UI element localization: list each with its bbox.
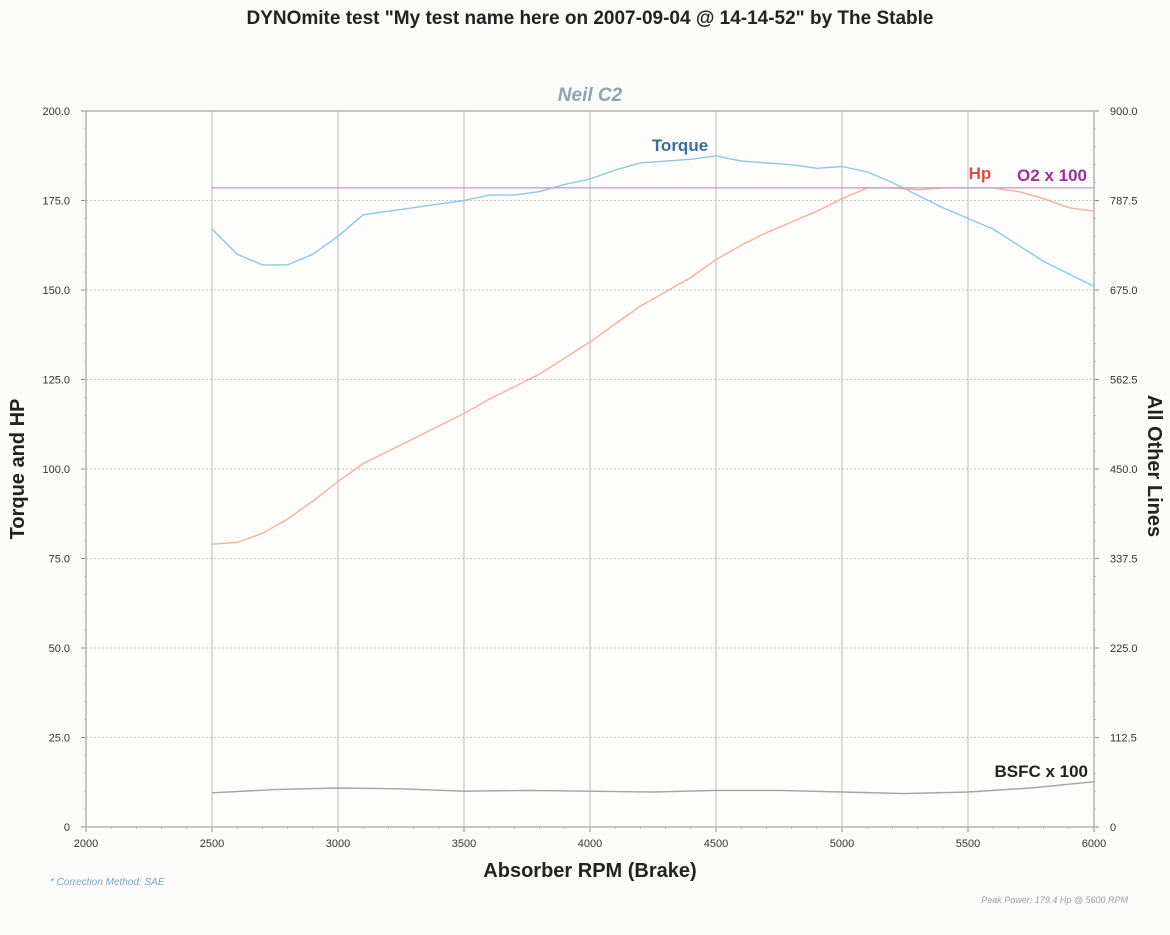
- y-right-tick-label: 562.5: [1110, 375, 1138, 387]
- y-left-tick-label: 150.0: [42, 285, 70, 297]
- x-tick-label: 6000: [1082, 838, 1106, 850]
- chart-title: DYNOmite test "My test name here on 2007…: [246, 8, 933, 29]
- x-tick-label: 2500: [200, 838, 224, 850]
- right-axis-ticks: 0 112.5 225.0 337.5 450.0 562.5 675.0 787.5 900.…: [1110, 106, 1138, 834]
- x-tick-label: 3500: [452, 838, 476, 850]
- torque-line: [211, 155, 1095, 288]
- gridlines: [81, 110, 1099, 832]
- y-left-tick-label: 25.0: [49, 733, 70, 745]
- right-axis-title: All Other Lines: [1143, 395, 1165, 537]
- y-right-tick-label: 112.5: [1110, 733, 1137, 745]
- x-tick-label: 5500: [956, 838, 980, 850]
- bsfc-x-100-label: BSFC x 100: [994, 762, 1088, 781]
- y-right-tick-label: 337.5: [1110, 554, 1138, 566]
- y-left-tick-label: 75.0: [49, 554, 70, 566]
- x-tick-label: 5000: [830, 838, 854, 850]
- y-right-tick-label: 0: [1110, 822, 1116, 834]
- y-left-tick-label: 200.0: [42, 106, 70, 118]
- y-right-tick-label: 787.5: [1110, 196, 1138, 208]
- x-tick-label: 4000: [578, 838, 602, 850]
- y-right-tick-label: 900.0: [1110, 106, 1138, 118]
- peak-power-note: Peak Power: 179.4 Hp @ 5600 RPM: [981, 895, 1128, 905]
- left-axis-ticks: 0 25.0 50.0 75.0 100.0 125.0 150.0 175.0 200.0: [42, 106, 70, 834]
- bsfc-x-100-line: [211, 781, 1095, 795]
- y-left-tick-label: 0: [64, 822, 70, 834]
- correction-method-note: * Correction Method: SAE: [50, 877, 165, 888]
- x-tick-label: 4500: [704, 838, 728, 850]
- y-left-tick-label: 100.0: [42, 464, 70, 476]
- chart-subtitle: Neil C2: [558, 85, 623, 106]
- y-right-tick-label: 450.0: [1110, 464, 1138, 476]
- torque-label: Torque: [652, 136, 708, 155]
- y-left-tick-label: 175.0: [42, 196, 70, 208]
- series-labels: Torque Hp O2 x 100 BSFC x 100: [652, 136, 1088, 781]
- y-left-tick-label: 50.0: [49, 643, 70, 655]
- y-right-tick-label: 675.0: [1110, 285, 1138, 297]
- x-axis-ticks: 2000 2500 3000 3500 4000 4500 5000 5500 6000: [74, 838, 1106, 850]
- left-axis-title: Torque and HP: [7, 399, 29, 540]
- y-left-tick-label: 125.0: [42, 375, 70, 387]
- x-axis-title: Absorber RPM (Brake): [483, 860, 696, 882]
- series-lines: [211, 155, 1095, 795]
- x-tick-label: 3000: [326, 838, 350, 850]
- o2-x-100-label: O2 x 100: [1017, 166, 1087, 185]
- y-right-tick-label: 225.0: [1110, 643, 1138, 655]
- x-tick-label: 2000: [74, 838, 98, 850]
- hp-label: Hp: [969, 164, 992, 183]
